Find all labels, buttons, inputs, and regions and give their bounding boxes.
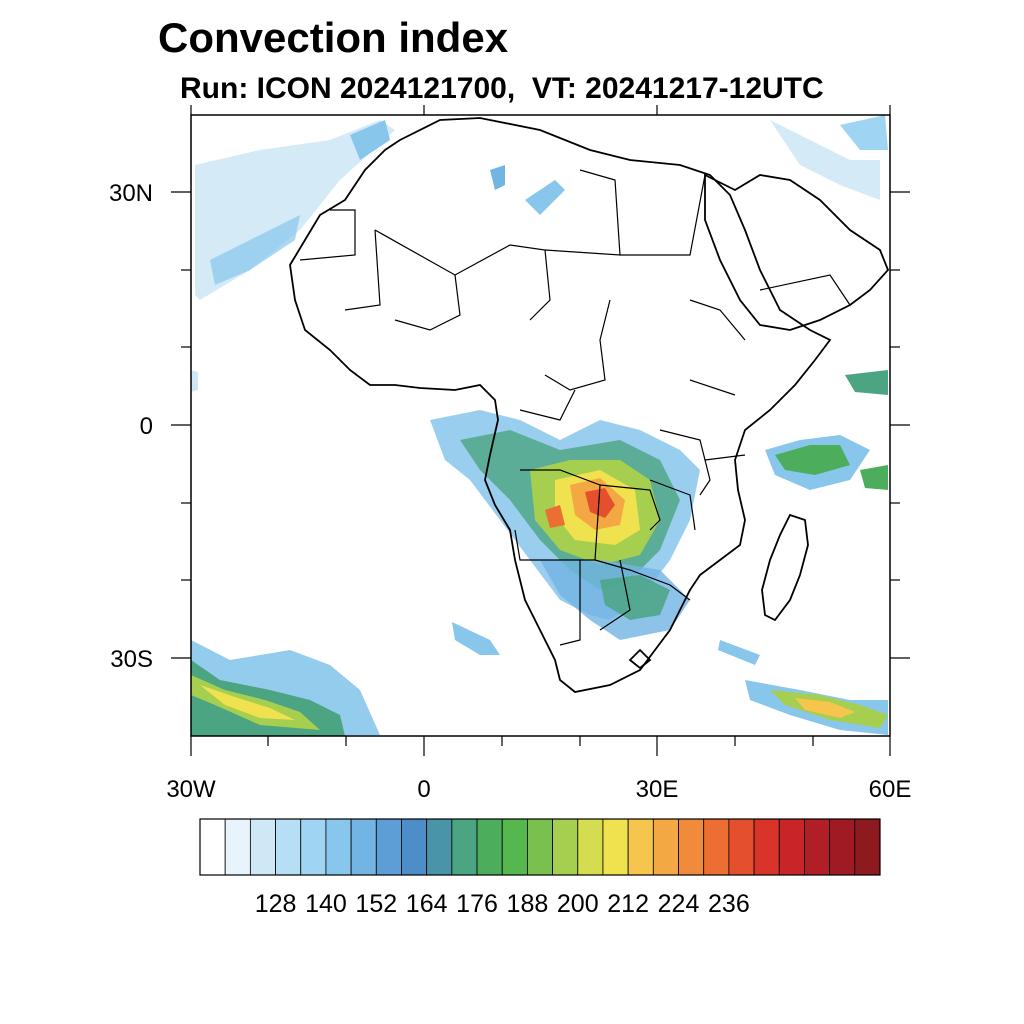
colorbar-box [476, 818, 503, 876]
colorbar-label: 200 [557, 890, 599, 918]
colorbar-label: 164 [406, 890, 448, 918]
colorbar-frame [199, 818, 881, 876]
colorbar-label: 212 [607, 890, 649, 918]
colorbar-label: 224 [658, 890, 700, 918]
colorbar-box [350, 818, 377, 876]
field-sahara [525, 180, 565, 215]
y-tick-label: 30S [110, 646, 153, 673]
colorbar-box [275, 818, 302, 876]
colorbar-label: 176 [456, 890, 498, 918]
chart-title: Convection index [158, 14, 509, 61]
colorbar-box [577, 818, 604, 876]
colorbar-box [375, 818, 402, 876]
colorbar-box [527, 818, 553, 876]
colorbar-boxes [199, 818, 881, 876]
colorbar-box [753, 818, 780, 876]
map-panel: 30W 0 30E 60E 30N 0 30S [109, 105, 911, 803]
colorbar-box [224, 818, 251, 876]
colorbar-label: 236 [708, 890, 750, 918]
colorbar-box [426, 818, 453, 876]
x-tick-label: 60E [869, 776, 912, 803]
colorbar-box [325, 818, 352, 876]
colorbar-box [249, 818, 276, 876]
colorbar-label: 152 [355, 890, 397, 918]
colorbar-box [300, 818, 327, 876]
colorbar-box [854, 818, 881, 876]
x-tick-label: 0 [417, 776, 430, 803]
colorbar-box [728, 818, 755, 876]
colorbar-labels: 128 140 152 164 176 188 200 212 224 236 [255, 890, 750, 918]
colorbar-box [401, 818, 428, 876]
colorbar-box [778, 818, 805, 876]
madagascar [761, 513, 809, 622]
colorbar: 128 140 152 164 176 188 200 212 224 236 [199, 818, 881, 918]
coastlines [289, 117, 890, 693]
x-tick-label: 30E [636, 776, 679, 803]
y-tick-label: 0 [140, 413, 153, 440]
colorbar-label: 140 [305, 890, 347, 918]
colorbar-box [501, 818, 528, 876]
axis-ticks [171, 105, 910, 756]
colorbar-box [199, 818, 226, 876]
colorbar-box [829, 818, 856, 876]
colorbar-box [652, 818, 679, 876]
y-tick-label: 30N [109, 180, 153, 207]
colorbar-box [627, 818, 654, 876]
country-borders [299, 169, 851, 646]
colorbar-box [678, 818, 705, 876]
red-sea-arabia [704, 173, 890, 331]
convection-fields [191, 115, 888, 736]
colorbar-box [451, 818, 478, 876]
africa-coastline [289, 117, 832, 693]
colorbar-label: 128 [255, 890, 297, 918]
chart-subtitle: Run: ICON 2024121700, VT: 20241217-12UTC [180, 72, 824, 105]
x-tick-label: 30W [166, 776, 216, 803]
colorbar-box [552, 818, 579, 876]
colorbar-label: 188 [507, 890, 549, 918]
colorbar-box [804, 818, 831, 876]
colorbar-box [703, 818, 730, 876]
colorbar-box [602, 818, 629, 876]
